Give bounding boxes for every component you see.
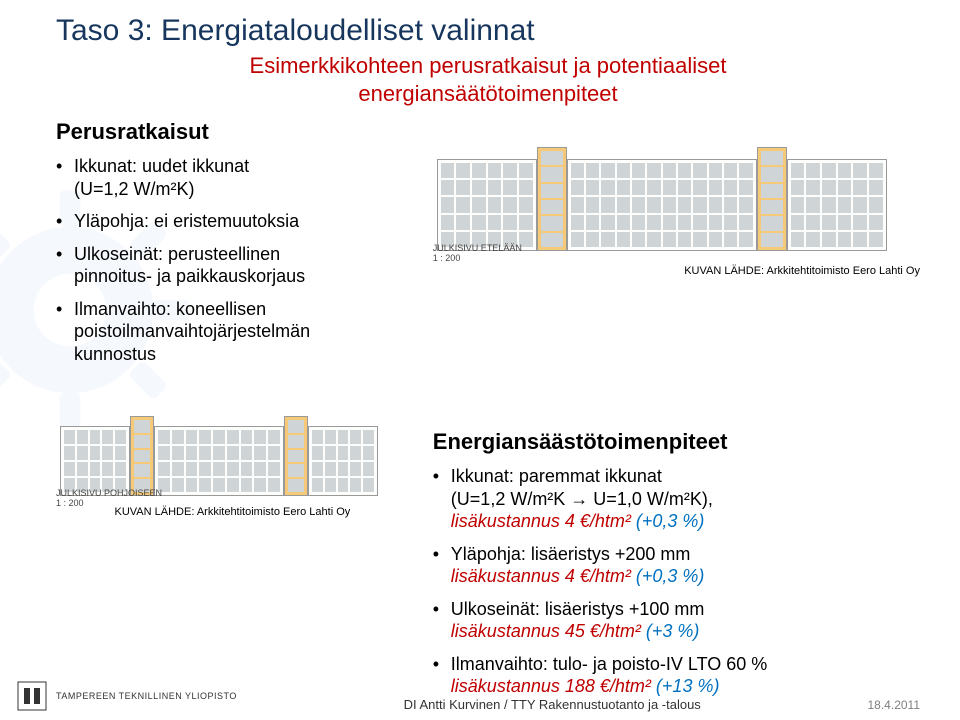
right-scale-label: JULKISIVU ETELÄÄN 1 : 200 [433, 243, 522, 263]
slide: Taso 3: Energiataloudelliset valinnat Es… [0, 0, 960, 720]
right-bullets: Ikkunat: paremmat ikkunat (U=1,2 W/m²K →… [433, 465, 920, 698]
text: lisäkustannus 45 €/htm² [451, 621, 646, 641]
right-building-image: JULKISIVU ETELÄÄN 1 : 200 [433, 119, 920, 259]
text: Ikkunat: uudet ikkunat [74, 156, 249, 176]
slide-title: Taso 3: Energiataloudelliset valinnat [56, 14, 920, 48]
left-bullet-3: Ulkoseinät: perusteellinen pinnoitus- ja… [56, 243, 409, 288]
text: (+0,3 %) [636, 566, 705, 586]
left-heading: Perusratkaisut [56, 119, 409, 145]
left-bullet-1: Ikkunat: uudet ikkunat (U=1,2 W/m²K) [56, 155, 409, 200]
footer-center: DI Antti Kurvinen / TTY Rakennustuotanto… [237, 697, 868, 712]
text: JULKISIVU ETELÄÄN [433, 243, 522, 253]
left-building-image: JULKISIVU POHJOISEEN 1 : 200 [56, 379, 409, 504]
left-bullet-2: Yläpohja: ei eristemuutoksia [56, 210, 409, 233]
text: lisäkustannus 4 €/htm² [451, 566, 636, 586]
right-heading: Energiansäästötoimenpiteet [433, 429, 920, 455]
text: 1 : 200 [433, 253, 522, 263]
footer-date: 18.4.2011 [868, 698, 921, 712]
cost-line: lisäkustannus 45 €/htm² (+3 %) [451, 620, 920, 643]
footer-logo-text: TAMPEREEN TEKNILLINEN YLIOPISTO [56, 691, 237, 701]
left-bullets: Ikkunat: uudet ikkunat (U=1,2 W/m²K) Ylä… [56, 155, 409, 365]
subtitle-line1: Esimerkkikohteen perusratkaisut ja poten… [250, 53, 727, 78]
text: kunnostus [74, 344, 156, 364]
footer: TAMPEREEN TEKNILLINEN YLIOPISTO DI Antti… [0, 672, 960, 712]
cost-line: lisäkustannus 4 €/htm² (+0,3 %) [451, 510, 920, 533]
text: (U=1,2 W/m²K) [74, 179, 195, 199]
right-bullet-3: Ulkoseinät: lisäeristys +100 mm lisäkust… [433, 598, 920, 643]
right-bullet-2: Yläpohja: lisäeristys +200 mm lisäkustan… [433, 543, 920, 588]
left-column: Perusratkaisut Ikkunat: uudet ikkunat (U… [56, 119, 409, 708]
text: pinnoitus- ja paikkauskorjaus [74, 266, 305, 286]
left-bullet-4: Ilmanvaihto: koneellisen poistoilmanvaih… [56, 298, 409, 366]
text: JULKISIVU POHJOISEEN [56, 488, 162, 498]
slide-subtitle: Esimerkkikohteen perusratkaisut ja poten… [56, 52, 920, 107]
text: (U=1,2 W/m²K → U=1,0 W/m²K), [451, 489, 713, 509]
text: Yläpohja: lisäeristys +200 mm [451, 544, 691, 564]
text: (+3 %) [646, 621, 700, 641]
text: Ulkoseinät: lisäeristys +100 mm [451, 599, 705, 619]
text: lisäkustannus 4 €/htm² [451, 511, 636, 531]
cost-line: lisäkustannus 4 €/htm² (+0,3 %) [451, 565, 920, 588]
text: Ulkoseinät: perusteellinen [74, 244, 280, 264]
text: poistoilmanvaihtojärjestelmän [74, 321, 310, 341]
right-bullet-1: Ikkunat: paremmat ikkunat (U=1,2 W/m²K →… [433, 465, 920, 533]
text: Ilmanvaihto: koneellisen [74, 299, 266, 319]
left-scale-label: JULKISIVU POHJOISEEN 1 : 200 [56, 488, 162, 508]
subtitle-line2: energiansäätötoimenpiteet [358, 81, 617, 106]
footer-logo: TAMPEREEN TEKNILLINEN YLIOPISTO [16, 680, 237, 712]
text: (+0,3 %) [636, 511, 705, 531]
text: 1 : 200 [56, 498, 162, 508]
text: Ikkunat: paremmat ikkunat [451, 466, 662, 486]
university-logo-icon [16, 680, 48, 712]
content-columns: Perusratkaisut Ikkunat: uudet ikkunat (U… [56, 119, 920, 708]
text: Ilmanvaihto: tulo- ja poisto-IV LTO 60 % [451, 654, 768, 674]
right-credit: KUVAN LÄHDE: Arkkitehtitoimisto Eero Lah… [433, 265, 920, 277]
right-column: JULKISIVU ETELÄÄN 1 : 200 KUVAN LÄHDE: A… [433, 119, 920, 708]
